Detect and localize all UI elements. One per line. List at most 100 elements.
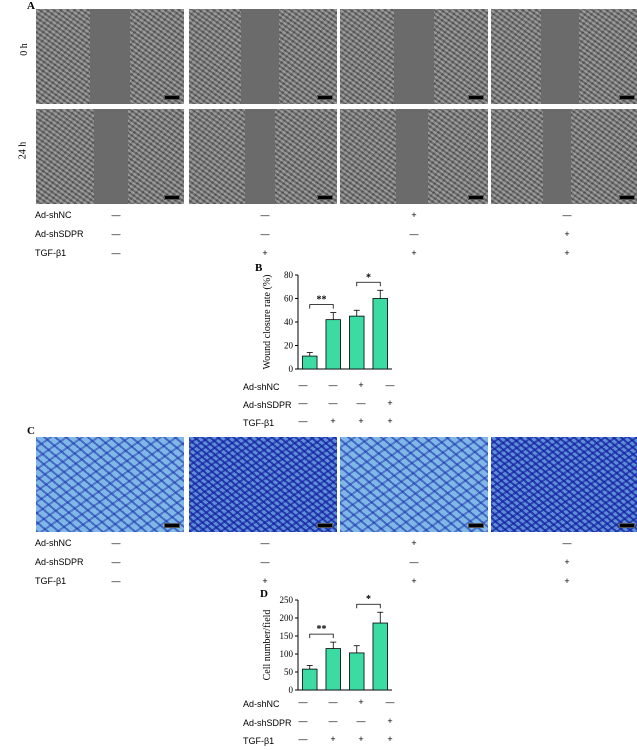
treatment-symbol: — [328, 716, 338, 726]
transwell-image-c2 [340, 437, 488, 532]
wound-image-r1-c3 [491, 109, 637, 204]
treatment-symbol: — [298, 716, 308, 726]
wound-image-r0-c0 [36, 9, 184, 104]
treatment-symbol: — [260, 538, 270, 548]
treatment-symbol: + [564, 557, 570, 567]
row-label-24h: 24 h [17, 141, 29, 160]
treatment-symbol: + [358, 734, 364, 744]
scale-bar [468, 95, 484, 100]
significance-label: * [366, 272, 371, 283]
bar [372, 298, 388, 370]
transwell-image-c0 [36, 437, 184, 532]
bar [325, 648, 341, 691]
treatment-symbol: + [262, 248, 268, 258]
treatment-symbol: — [328, 398, 338, 408]
significance-label: ** [317, 624, 327, 635]
y-tick-label: 20 [284, 341, 294, 351]
treatment-symbol: — [328, 380, 338, 390]
significance-bracket [356, 281, 381, 287]
treatment-symbol: + [262, 576, 268, 586]
treatment-symbol: + [387, 398, 393, 408]
wound-image-r1-c0 [36, 109, 184, 204]
treatment-symbol: — [260, 210, 270, 220]
significance-label: * [366, 594, 371, 605]
treatment-symbol: + [387, 734, 393, 744]
treatment-symbol: + [358, 697, 364, 707]
treatment-symbol: + [387, 416, 393, 426]
y-tick-label: 0 [289, 685, 294, 695]
transwell-image-c1 [189, 437, 337, 532]
treatment-label-tgf-a: TGF-β1 [35, 248, 67, 258]
wound-image-r0-c1 [189, 9, 337, 104]
treatment-symbol: — [260, 229, 270, 239]
treatment-symbol: — [298, 380, 308, 390]
bar [349, 652, 365, 691]
treatment-label-tgf-b: TGF-β1 [243, 418, 275, 428]
scale-bar [164, 95, 180, 100]
significance-bracket [309, 304, 334, 309]
treatment-symbol: — [111, 557, 121, 567]
treatment-symbol: — [298, 734, 308, 744]
treatment-symbol: — [409, 229, 419, 239]
treatment-label-tgf-c: TGF-β1 [35, 576, 67, 586]
treatment-symbol: — [298, 697, 308, 707]
bar [349, 315, 365, 370]
y-tick-label: 50 [284, 667, 294, 677]
treatment-symbol: — [260, 557, 270, 567]
treatment-symbol: + [564, 248, 570, 258]
treatment-symbol: — [328, 697, 338, 707]
treatment-symbol: — [562, 210, 572, 220]
treatment-label-shnc-b: Ad-shNC [243, 382, 280, 392]
treatment-symbol: + [564, 229, 570, 239]
treatment-symbol: — [409, 557, 419, 567]
treatment-symbol: — [111, 210, 121, 220]
treatment-symbol: — [356, 716, 366, 726]
y-axis-label: Wound closure rate (%) [262, 275, 273, 370]
y-tick-label: 60 [284, 294, 294, 304]
y-tick-label: 0 [289, 364, 294, 374]
bar [302, 355, 318, 370]
treatment-label-tgf-d: TGF-β1 [243, 736, 275, 746]
significance-bracket [309, 633, 334, 639]
treatment-label-shnc-d: Ad-shNC [243, 699, 280, 709]
y-tick-label: 100 [280, 649, 294, 659]
scale-bar [619, 195, 635, 200]
significance-label: ** [317, 295, 327, 306]
significance-bracket [356, 603, 381, 609]
wound-image-r0-c2 [340, 9, 488, 104]
panel-label-c: C [27, 425, 35, 437]
treatment-symbol: — [298, 416, 308, 426]
scale-bar [164, 195, 180, 200]
scale-bar [317, 95, 333, 100]
treatment-label-shnc-a: Ad-shNC [35, 210, 72, 220]
panel-label-d: D [260, 588, 268, 600]
treatment-symbol: + [411, 538, 417, 548]
wound-image-r1-c1 [189, 109, 337, 204]
scale-bar [468, 523, 484, 528]
treatment-symbol: — [111, 248, 121, 258]
treatment-label-shsdpr-d: Ad-shSDPR [243, 718, 292, 728]
scale-bar [317, 195, 333, 200]
bar [372, 622, 388, 691]
y-tick-label: 200 [280, 613, 294, 623]
treatment-symbol: + [330, 416, 336, 426]
bar [325, 319, 341, 370]
treatment-symbol: + [387, 716, 393, 726]
y-axis-label: Cell number/field [262, 610, 273, 681]
scale-bar [619, 95, 635, 100]
treatment-symbol: — [111, 229, 121, 239]
treatment-symbol: — [356, 398, 366, 408]
treatment-label-shnc-c: Ad-shNC [35, 538, 72, 548]
treatment-label-shsdpr-a: Ad-shSDPR [35, 229, 84, 239]
treatment-symbol: — [111, 576, 121, 586]
y-tick-label: 40 [284, 317, 294, 327]
scale-bar [619, 523, 635, 528]
treatment-symbol: — [298, 398, 308, 408]
transwell-image-c3 [491, 437, 637, 532]
panel-label-b: B [255, 262, 263, 274]
row-label-0h: 0 h [18, 43, 30, 56]
treatment-symbol: + [411, 210, 417, 220]
treatment-symbol: — [385, 697, 395, 707]
